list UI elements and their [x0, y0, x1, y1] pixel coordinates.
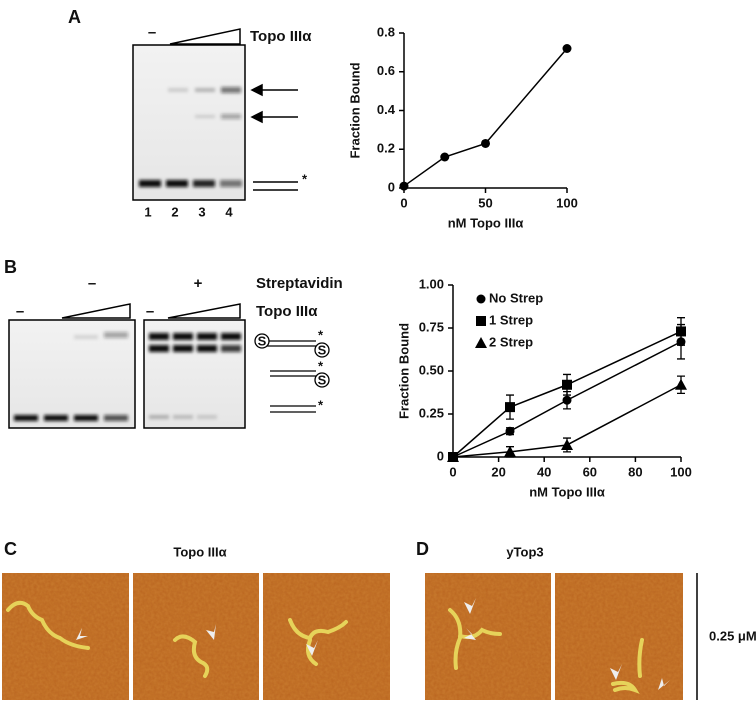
- panel-title: yTop3: [506, 544, 543, 559]
- streptavidin-label: Streptavidin: [256, 275, 343, 292]
- star: *: [318, 327, 324, 342]
- enzyme-label: Topo IIIα: [250, 28, 312, 45]
- y-tick-label: 1.00: [419, 276, 444, 291]
- enzyme-label: Topo IIIα: [256, 303, 318, 320]
- legend-label: 1 Strep: [489, 312, 533, 327]
- panel-label: A: [68, 7, 81, 27]
- star: *: [318, 397, 324, 412]
- marker: [476, 294, 486, 304]
- y-tick-label: 0.25: [419, 405, 444, 420]
- minus-label: –: [88, 275, 96, 292]
- line: [452, 330, 682, 458]
- plus-label: +: [194, 275, 203, 292]
- x-tick-label: 40: [537, 464, 551, 479]
- y-tick-label: 0.8: [377, 24, 395, 39]
- wedge: [169, 28, 241, 45]
- legend-label: No Strep: [489, 290, 543, 305]
- gel: [132, 44, 246, 201]
- y-axis-label: Fraction Bound: [396, 323, 411, 419]
- x-tick-label: 80: [628, 464, 642, 479]
- marker: [440, 152, 450, 162]
- y-tick-label: 0.2: [377, 141, 395, 156]
- afm-images: [2, 573, 698, 700]
- x-tick-label: 100: [556, 195, 578, 210]
- y-tick-label: 0.4: [377, 102, 396, 117]
- lane-label: 2: [171, 204, 178, 219]
- y-tick-label: 0.6: [377, 63, 395, 78]
- marker: [675, 378, 687, 390]
- line: [452, 341, 682, 458]
- minus-label: –: [146, 303, 154, 320]
- legend-label: 2 Strep: [489, 334, 533, 349]
- wedge: [167, 303, 241, 319]
- line: [452, 384, 682, 458]
- y-tick-label: 0: [437, 448, 444, 463]
- x-tick-label: 0: [449, 464, 456, 479]
- marker: [562, 395, 572, 405]
- lane-label: 1: [144, 204, 151, 219]
- marker: [475, 337, 487, 348]
- marker: [481, 138, 490, 148]
- lane-label: 3: [198, 204, 205, 219]
- lane-label: 4: [225, 204, 233, 219]
- x-tick-label: 60: [583, 464, 597, 479]
- marker: [447, 451, 459, 462]
- scale-label: 0.25 μM: [709, 628, 756, 643]
- marker: [562, 379, 572, 390]
- marker: [399, 181, 409, 191]
- line: [403, 48, 568, 187]
- gel: [143, 319, 246, 429]
- star: *: [302, 171, 308, 186]
- panel-label: D: [416, 539, 429, 559]
- y-tick-label: 0: [388, 179, 395, 194]
- marker: [562, 44, 572, 53]
- marker: [676, 326, 686, 337]
- x-tick-label: 20: [491, 464, 505, 479]
- marker: [504, 445, 516, 457]
- arrows: [250, 83, 298, 191]
- substrate-diagram: [254, 333, 330, 413]
- marker: [505, 426, 515, 436]
- y-tick-label: 0.50: [419, 362, 444, 377]
- minus-label: –: [16, 303, 24, 320]
- marker: [505, 402, 515, 413]
- wedge: [61, 303, 131, 319]
- strep-label: S: [318, 342, 327, 357]
- star: *: [318, 358, 324, 373]
- minus-label: –: [148, 24, 156, 41]
- strep-label: S: [318, 372, 327, 387]
- x-tick-label: 50: [478, 195, 492, 210]
- y-axis-label: Fraction Bound: [347, 62, 362, 158]
- x-axis-label: nM Topo IIIα: [448, 215, 524, 230]
- panel-title: Topo IIIα: [173, 544, 226, 559]
- gel: [8, 319, 136, 429]
- x-tick-label: 0: [400, 195, 407, 210]
- panel-label: B: [4, 257, 17, 277]
- marker: [476, 316, 486, 326]
- y-tick-label: 0.75: [419, 319, 444, 334]
- x-axis-label: nM Topo IIIα: [529, 484, 605, 499]
- x-tick-label: 100: [670, 464, 692, 479]
- strep-label: S: [258, 333, 267, 348]
- panel-label: C: [4, 539, 17, 559]
- marker: [561, 438, 573, 450]
